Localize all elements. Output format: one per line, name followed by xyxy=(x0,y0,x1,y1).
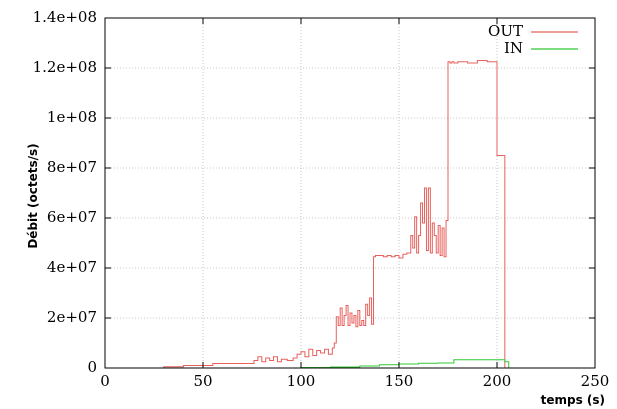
series-in-line xyxy=(138,359,511,369)
x-axis-title: temps (s) xyxy=(541,393,605,407)
y-tick-label: 0 xyxy=(87,358,97,376)
x-tick-label: 200 xyxy=(483,372,512,390)
x-tick-label: 150 xyxy=(385,372,414,390)
y-tick-label: 2e+07 xyxy=(47,308,97,326)
y-tick-label: 1e+08 xyxy=(47,108,97,126)
y-tick-label: 6e+07 xyxy=(47,208,97,226)
grid-lines xyxy=(105,18,595,368)
x-tick-label: 0 xyxy=(100,372,110,390)
y-tick-label: 1.4e+08 xyxy=(33,8,97,26)
series-layer xyxy=(138,60,511,369)
y-tick-label: 8e+07 xyxy=(47,158,97,176)
y-tick-label: 4e+07 xyxy=(47,258,97,276)
x-tick-label: 250 xyxy=(581,372,610,390)
y-tick-label: 1.2e+08 xyxy=(33,58,97,76)
plot-frame xyxy=(104,17,596,369)
legend-label-in: IN xyxy=(504,39,523,57)
legend-label-out: OUT xyxy=(488,22,523,40)
x-tick-label: 50 xyxy=(193,372,212,390)
y-axis-title: Débit (octets/s) xyxy=(26,143,40,248)
x-tick-label: 100 xyxy=(287,372,316,390)
axis-ticks: 0 2e+07 4e+07 6e+07 8e+07 1e+08 1.2e+08 1.4e+08… xyxy=(33,8,610,390)
series-out-line xyxy=(138,60,511,369)
